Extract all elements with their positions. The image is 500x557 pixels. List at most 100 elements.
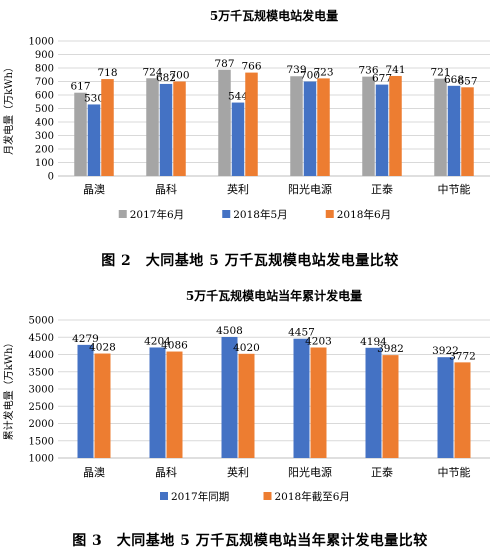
data-label: 4194 — [360, 336, 387, 348]
data-label: 766 — [241, 61, 261, 73]
y-tick-label: 2000 — [29, 419, 54, 430]
bar — [159, 83, 173, 176]
data-label: 787 — [214, 58, 234, 70]
bar — [218, 69, 231, 176]
x-tick-label: 正泰 — [371, 182, 393, 196]
y-axis-label: 月发电量（万kWh） — [2, 62, 15, 155]
x-tick-label: 晶澳 — [83, 466, 105, 479]
bar — [149, 347, 166, 458]
bar — [245, 72, 258, 176]
bar — [238, 353, 255, 458]
bar — [362, 76, 375, 176]
y-tick-label: 600 — [35, 91, 54, 102]
bar — [94, 353, 111, 458]
y-tick-label: 700 — [35, 77, 54, 88]
bar — [437, 357, 454, 458]
data-label: 4086 — [161, 340, 188, 352]
bar — [454, 362, 471, 458]
bar — [317, 78, 330, 176]
bar — [166, 351, 183, 458]
bar — [231, 102, 245, 176]
figure-2-caption: 图 2 大同基地 5 万千瓦规模电站发电量比较 — [101, 253, 399, 269]
bar — [447, 85, 461, 176]
data-label: 677 — [372, 73, 392, 85]
x-tick-label: 晶澳 — [83, 183, 105, 196]
data-label: 721 — [430, 67, 450, 79]
legend-label: 2018年5月 — [233, 208, 287, 221]
data-label: 3982 — [377, 343, 404, 355]
bar — [461, 87, 474, 176]
x-tick-label: 中节能 — [438, 182, 471, 196]
data-label: 741 — [385, 64, 405, 76]
y-tick-label: 900 — [35, 50, 54, 61]
y-tick-label: 4000 — [29, 350, 54, 361]
y-tick-label: 3500 — [29, 367, 54, 378]
data-label: 4020 — [233, 342, 260, 354]
legend-swatch — [263, 492, 272, 500]
data-label: 4204 — [144, 335, 171, 347]
y-tick-label: 800 — [35, 64, 54, 75]
bar — [74, 92, 87, 176]
data-label: 657 — [457, 75, 477, 87]
y-tick-label: 100 — [35, 158, 54, 169]
bar — [365, 347, 382, 458]
legend-label: 2018年6月 — [337, 208, 391, 221]
data-label: 700 — [169, 70, 189, 82]
bar — [375, 84, 389, 176]
legend-swatch — [118, 210, 127, 218]
legend-swatch — [222, 210, 231, 218]
data-label: 682 — [156, 72, 176, 84]
y-tick-label: 400 — [35, 118, 54, 129]
data-label: 544 — [228, 91, 248, 103]
y-tick-label: 300 — [35, 131, 54, 142]
legend-label: 2018年截至6月 — [275, 490, 350, 503]
x-tick-label: 阳光电源 — [288, 465, 332, 479]
x-tick-label: 正泰 — [371, 465, 393, 479]
y-tick-label: 500 — [35, 104, 54, 115]
data-label: 3772 — [449, 350, 476, 362]
data-label: 4203 — [305, 335, 332, 347]
y-tick-label: 2500 — [29, 402, 54, 413]
bar — [101, 79, 114, 176]
data-label: 718 — [97, 67, 117, 79]
bar — [293, 338, 310, 458]
legend-swatch — [325, 210, 334, 218]
bar — [434, 78, 447, 176]
bar — [173, 81, 186, 176]
y-tick-label: 200 — [35, 145, 54, 156]
y-axis-label: 累计发电量（万kWh） — [2, 338, 15, 441]
data-label: 3922 — [432, 345, 459, 357]
figure-3-caption: 图 3 大同基地 5 万千瓦规模电站当年累计发电量比较 — [72, 533, 428, 549]
data-label: 530 — [84, 92, 104, 104]
data-label: 723 — [313, 66, 333, 78]
y-tick-label: 1000 — [29, 37, 54, 48]
bar — [303, 81, 317, 176]
legend-swatch — [160, 492, 168, 500]
data-label: 736 — [358, 65, 378, 77]
data-label: 4279 — [72, 333, 99, 345]
bar — [221, 336, 238, 458]
bar — [87, 104, 101, 176]
y-tick-label: 0 — [48, 172, 54, 183]
x-tick-label: 晶科 — [155, 465, 177, 479]
y-tick-label: 5000 — [29, 316, 54, 327]
bar — [146, 78, 159, 176]
x-tick-label: 晶科 — [155, 182, 177, 196]
x-tick-label: 阳光电源 — [288, 182, 332, 196]
x-tick-label: 英利 — [227, 182, 249, 196]
x-tick-label: 英利 — [227, 465, 249, 479]
bar — [310, 347, 327, 458]
y-tick-label: 1500 — [29, 436, 54, 447]
data-label: 617 — [70, 81, 90, 93]
bar — [77, 344, 94, 458]
bar — [290, 76, 303, 176]
y-tick-label: 3000 — [29, 385, 54, 396]
bar — [382, 355, 399, 458]
chart-title: 5万千瓦规模电站发电量 — [210, 8, 338, 23]
chart-title: 5万千瓦规模电站当年累计发电量 — [186, 288, 362, 303]
data-label: 4028 — [89, 342, 116, 354]
data-label: 4457 — [288, 327, 315, 339]
legend-label: 2017年同期 — [171, 490, 229, 503]
